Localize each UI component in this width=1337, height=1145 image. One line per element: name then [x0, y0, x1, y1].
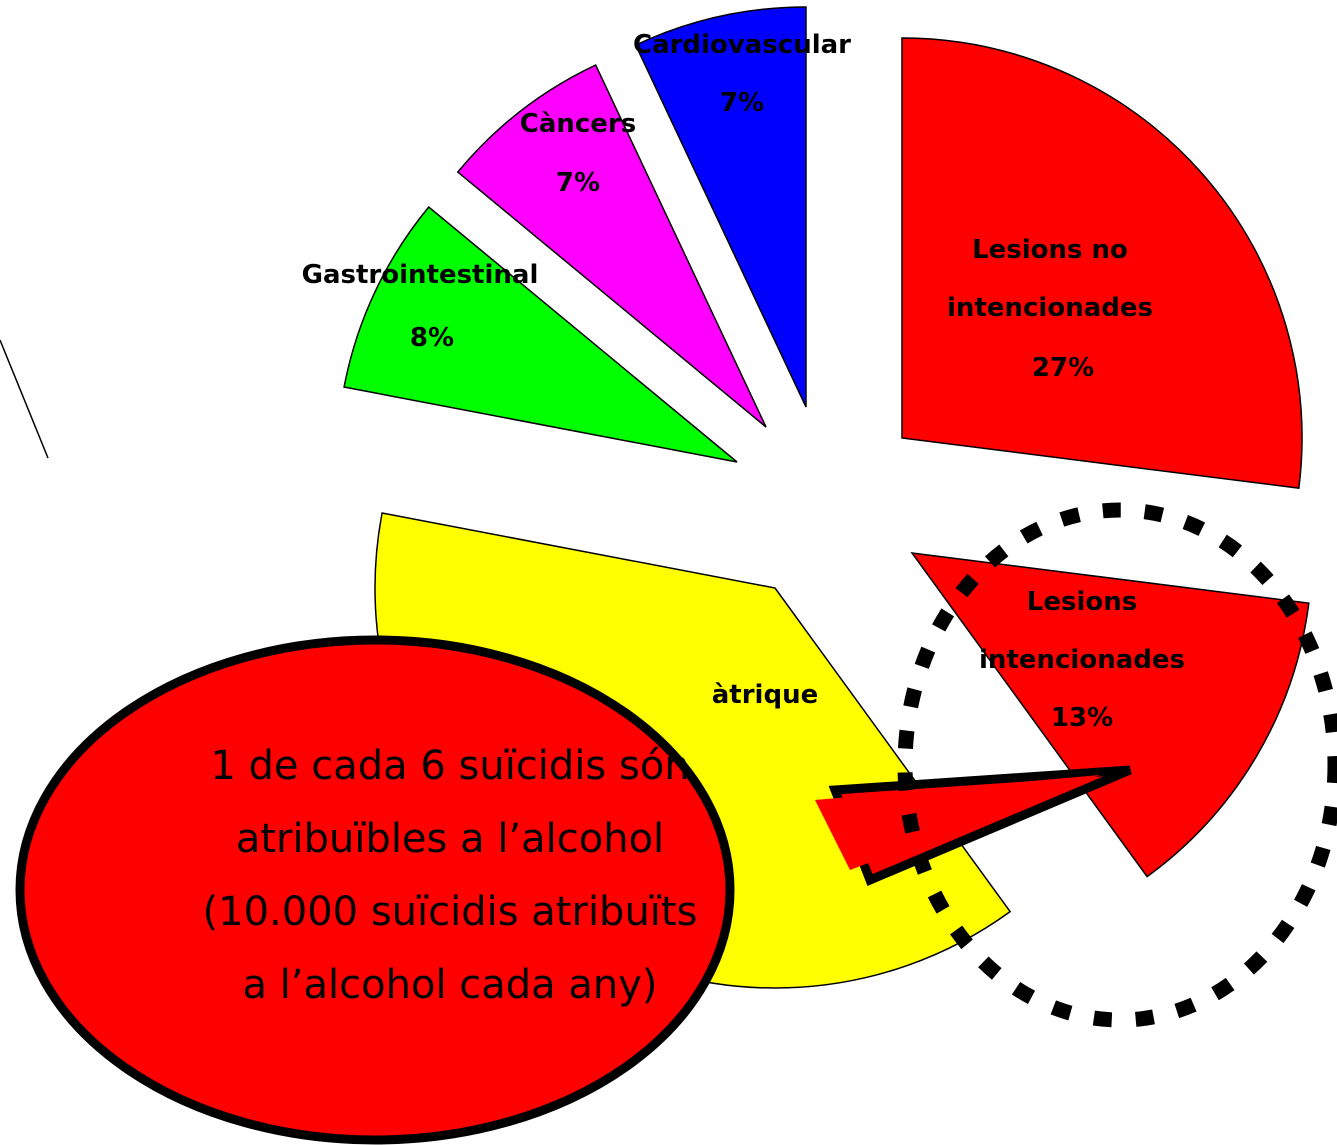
value-label: 27%	[1031, 353, 1095, 383]
pie-slice	[901, 37, 1303, 489]
pie-slice	[910, 552, 1310, 878]
slice-label: Cardiovascular	[632, 30, 851, 60]
value-label: 7%	[555, 168, 601, 198]
callout-join	[815, 775, 1100, 870]
slice-edge	[0, 339, 49, 459]
slice-label: àtrique	[711, 680, 819, 710]
value-label: 7%	[719, 88, 765, 118]
pie-slice	[634, 6, 807, 408]
callout-text: 1 de cada 6 suïcidis són atribuïbles a l…	[202, 743, 698, 1008]
pie-slice	[456, 64, 767, 428]
slice-label: Lesions no intencionades	[947, 235, 1153, 323]
highlight-circle	[897, 502, 1337, 1028]
slice-label: Lesions intencionades	[979, 587, 1185, 675]
callout-bubble	[15, 635, 735, 1145]
slice-label: Càncers	[519, 109, 637, 139]
pie-slice	[343, 205, 738, 463]
value-label: 13%	[1050, 703, 1114, 733]
value-label: 8%	[409, 323, 455, 353]
slice-label: Gastrointestinal	[301, 260, 539, 290]
